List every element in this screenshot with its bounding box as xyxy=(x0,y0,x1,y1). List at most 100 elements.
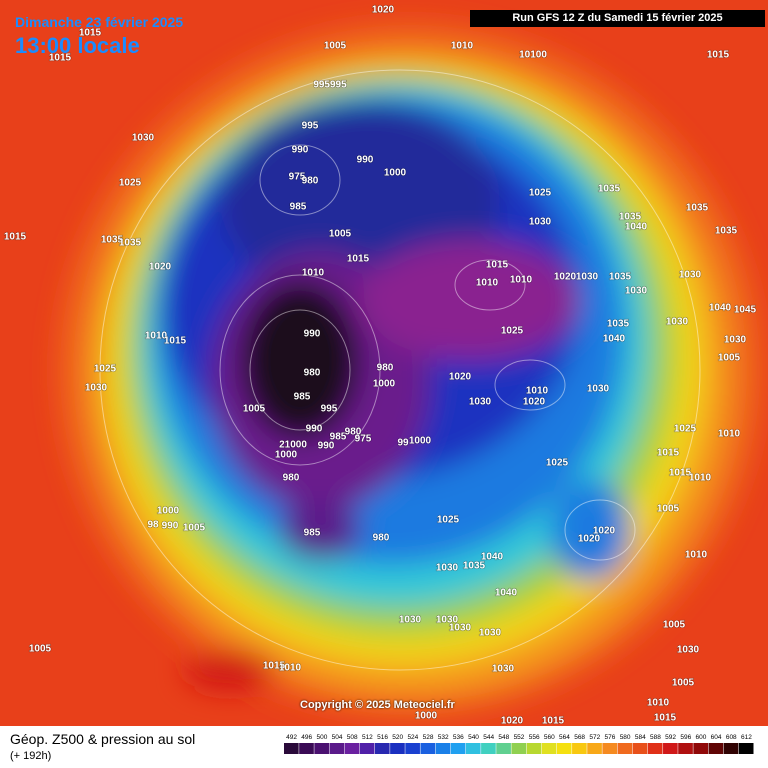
isobar-label: 1030 xyxy=(529,217,552,228)
isobar-label: 980 xyxy=(373,533,390,544)
scale-swatch xyxy=(465,743,481,754)
isobar-label: 980 xyxy=(304,368,321,379)
isobar-label: 985 xyxy=(290,202,307,213)
scale-label: 560 xyxy=(544,734,555,741)
isobar-label: 990 xyxy=(162,521,179,532)
forecast-date: Dimanche 23 février 2025 xyxy=(15,14,184,30)
isobar-label: 1005 xyxy=(324,41,347,52)
isobar-label: 1030 xyxy=(399,615,422,626)
scale-label: 532 xyxy=(438,734,449,741)
isobar-label: 21000 xyxy=(279,440,307,451)
isobar-label: 1000 xyxy=(409,436,432,447)
isobar-label: 1040 xyxy=(625,222,648,233)
isobar-label: 1030 xyxy=(677,645,700,656)
scale-swatch xyxy=(450,743,466,754)
isobar-label: 1035 xyxy=(463,561,486,572)
isobar-label: 980 xyxy=(345,427,362,438)
scale-swatch xyxy=(617,743,633,754)
isobar-label: 1010 xyxy=(526,386,549,397)
isobar-label: 1010 xyxy=(302,268,325,279)
isobar-label: 990 xyxy=(304,329,321,340)
isobar-label: 1020 xyxy=(554,272,577,283)
isobar-label: 1020 xyxy=(501,716,524,726)
scale-swatch xyxy=(738,743,754,754)
isobar-label: 995995 xyxy=(313,80,347,91)
isobar-label: 980 xyxy=(377,363,394,374)
isobar-label: 990 xyxy=(306,424,323,435)
isobar-label: 1005 xyxy=(183,523,206,534)
scale-label: 564 xyxy=(559,734,570,741)
isobar-label: 1010 xyxy=(510,275,533,286)
isobar-label: 1015 xyxy=(669,468,692,479)
scale-label: 504 xyxy=(332,734,343,741)
scale-swatch xyxy=(390,743,405,754)
scale-label: 596 xyxy=(680,734,691,741)
scale-swatch xyxy=(587,743,602,754)
isobar-label: 1025 xyxy=(546,458,569,469)
isobar-label: 990 xyxy=(357,155,374,166)
footer-lead: (+ 192h) xyxy=(10,750,52,762)
isobar-label: 1035 xyxy=(609,272,632,283)
isobar-label: 1030 xyxy=(666,317,689,328)
isobar-label: 1020 xyxy=(578,534,601,545)
isobar-label: 1015 xyxy=(486,260,509,271)
scale-swatch xyxy=(602,743,618,754)
scale-label: 608 xyxy=(726,734,737,741)
scale-label: 568 xyxy=(574,734,585,741)
scale-swatch xyxy=(647,743,663,754)
isobar-label: 1005 xyxy=(657,504,680,515)
isobar-label: 975 xyxy=(355,434,372,445)
isobar-label: 1010 xyxy=(718,429,741,440)
isobar-label: 99 xyxy=(397,438,409,449)
isobar-label: 1030 xyxy=(469,397,492,408)
scale-label: 496 xyxy=(301,734,312,741)
isobar-label: 1030 xyxy=(85,383,108,394)
scale-label: 516 xyxy=(377,734,388,741)
isobar-label: 1010 xyxy=(685,550,708,561)
scale-label: 552 xyxy=(514,734,525,741)
isobar-label: 1045 xyxy=(734,305,757,316)
scale-swatch xyxy=(359,743,375,754)
scale-swatch xyxy=(496,743,511,754)
isobar-label: 1025 xyxy=(674,424,697,435)
isobar-label: 1000 xyxy=(373,379,396,390)
isobar-label: 985 xyxy=(304,528,321,539)
isobar-label: 980 xyxy=(302,176,319,187)
isobar-label: 1005 xyxy=(663,620,686,631)
isobar-label: 1015 xyxy=(707,50,730,61)
isobar-label: 1030 xyxy=(587,384,610,395)
scale-label: 576 xyxy=(605,734,616,741)
isobar-label: 1025 xyxy=(529,188,552,199)
isobar-label: 1030 xyxy=(625,286,648,297)
scale-label: 556 xyxy=(529,734,540,741)
scale-label: 492 xyxy=(286,734,297,741)
color-scale: 492 496 500 504 508 512 516 520 524 528 532 536 540 5… xyxy=(284,734,754,754)
isobar-label: 1000 xyxy=(275,450,298,461)
scale-label: 548 xyxy=(498,734,509,741)
isobar-label: 1015 xyxy=(164,336,187,347)
scale-swatch xyxy=(511,743,527,754)
scale-label: 500 xyxy=(316,734,327,741)
isobar-label: 1015 xyxy=(657,448,680,459)
isobar-label: 1025 xyxy=(94,364,117,375)
scale-label: 572 xyxy=(589,734,600,741)
isobar-label: 1030 xyxy=(576,272,599,283)
isobar-label: 1005 xyxy=(243,404,266,415)
scale-label: 604 xyxy=(711,734,722,741)
isobar-label: 1000 xyxy=(157,506,180,517)
scale-swatch xyxy=(329,743,345,754)
footer-title: Géop. Z500 & pression au sol xyxy=(10,731,196,747)
isobar-label: 1030 xyxy=(436,615,459,626)
scale-swatch xyxy=(632,743,648,754)
isobar-label: 1025 xyxy=(119,178,142,189)
isobar-label: 1035 xyxy=(598,184,621,195)
run-info: Run GFS 12 Z du Samedi 15 février 2025 xyxy=(470,10,765,27)
isobar-label: 1030 xyxy=(436,563,459,574)
isobars xyxy=(99,69,701,671)
isobar-label: 1015 xyxy=(542,716,565,726)
isobar-label: 1020 xyxy=(449,372,472,383)
scale-swatch xyxy=(693,743,709,754)
scale-label: 520 xyxy=(392,734,403,741)
isobar-label: 1035 xyxy=(686,203,709,214)
